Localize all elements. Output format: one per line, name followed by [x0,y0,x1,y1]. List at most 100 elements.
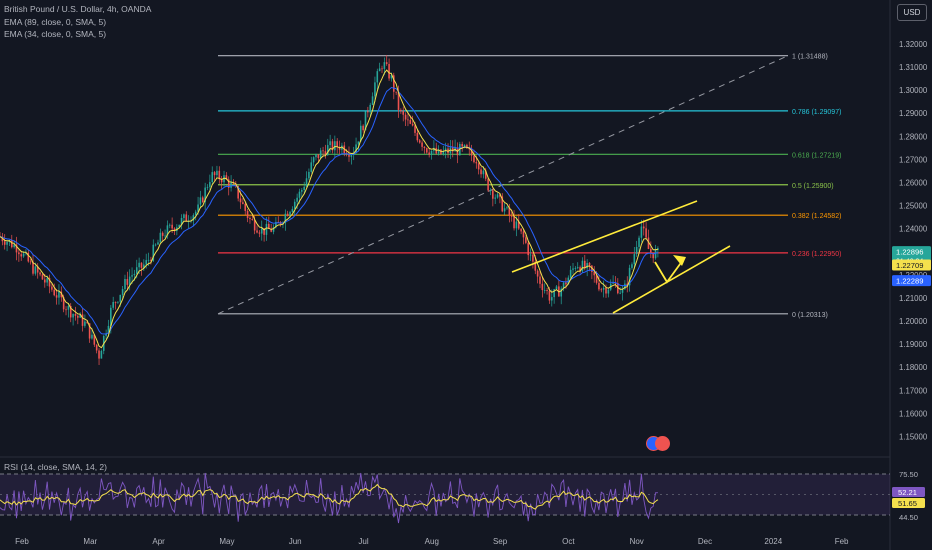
candle-body [95,344,98,351]
candle-body [534,261,537,271]
candle-body [463,144,466,147]
candle-body [51,286,53,290]
candle-body [579,267,581,272]
candle-body [324,151,327,156]
candle-body [588,262,591,266]
candle-body [605,287,607,294]
ema-34-legend[interactable]: EMA (34, close, 0, SMA, 5) [4,29,107,39]
candle-body [470,149,473,156]
candle-body [390,75,393,79]
candle-body [86,321,89,324]
candle-body [480,169,482,175]
price-scale-tag [892,275,931,287]
candle-body [48,278,51,287]
candle-body [199,197,202,205]
candle-body [147,259,150,261]
y-tick-label: 1.20000 [899,317,928,326]
candle-body [402,111,405,115]
y-tick-label: 1.32000 [899,40,928,49]
candle-body [209,182,211,187]
candle-body [178,224,181,228]
rsi-lower-level-label: 44.50 [899,513,918,522]
projection-path [654,259,684,284]
candle-body [640,226,643,238]
candle-body [81,314,84,326]
y-tick-label: 1.21000 [899,294,928,303]
candle-body [378,68,381,72]
fib-level-label: 0 (1.20313) [792,312,828,319]
x-tick-label: Mar [83,537,97,546]
candle-body [161,232,164,236]
candle-body [44,279,46,283]
candle-body [213,172,216,176]
candle-body [421,142,423,147]
candle-body [395,91,397,93]
currency-button[interactable]: USD [897,4,927,21]
candle-body [635,246,638,255]
rsi-legend[interactable]: RSI (14, close, SMA, 14, 2) [4,462,107,472]
candle-body [532,254,534,262]
candle-body [227,179,230,188]
candle-body [407,119,409,121]
candle-body [381,68,383,70]
candle-body [91,334,93,339]
candle-body [93,334,96,345]
candle-body [204,187,206,203]
candle-body [121,289,124,295]
rsi-ma-line [0,483,659,510]
candle-body [576,267,579,269]
economic-events-icon[interactable] [646,436,672,451]
candle-body [293,201,296,209]
candle-body [503,208,506,212]
candle-body [350,154,353,157]
candle-body [74,313,77,316]
x-tick-label: May [219,537,234,546]
candle-body [114,301,117,303]
candle-body [296,197,298,202]
candle-body [168,224,171,226]
us-flag-icon [655,436,670,451]
candle-body [197,204,199,212]
candle-body [36,266,39,273]
ema-89-legend[interactable]: EMA (89, close, 0, SMA, 5) [4,17,107,27]
candle-body [430,150,433,155]
candle-body [336,141,339,148]
candle-body [482,170,485,175]
candle-body [492,190,494,199]
candle-body [602,287,605,290]
candle-body [230,182,232,188]
candle-body [506,207,508,209]
candle-body [475,162,478,164]
candle-body [426,148,428,153]
candle-body [586,262,588,269]
candle-body [584,260,586,269]
candle-body [88,323,91,339]
candle-body [265,223,268,235]
price-scale-tag [892,259,931,271]
candle-body [376,71,379,83]
candle-body [258,232,261,234]
candle-body [128,276,131,285]
candle-body [216,170,218,176]
candle-body [520,228,522,232]
x-tick-label: Jul [358,537,368,546]
candle-body [244,203,247,211]
candle-body [159,232,162,243]
candle-body [565,282,567,285]
candle-body [79,314,81,318]
candle-body [550,297,553,301]
candle-body [239,198,242,203]
rsi-value-tag [892,498,925,508]
candle-body [13,244,15,248]
candle-body [515,221,518,229]
x-tick-label: Dec [698,537,712,546]
candle-body [593,271,596,276]
candle-body [246,210,249,218]
candle-body [364,111,367,131]
candle-body [510,215,513,217]
candle-body [107,325,110,334]
candle-body [53,289,56,296]
candle-body [555,286,558,290]
candle-body [548,291,551,301]
